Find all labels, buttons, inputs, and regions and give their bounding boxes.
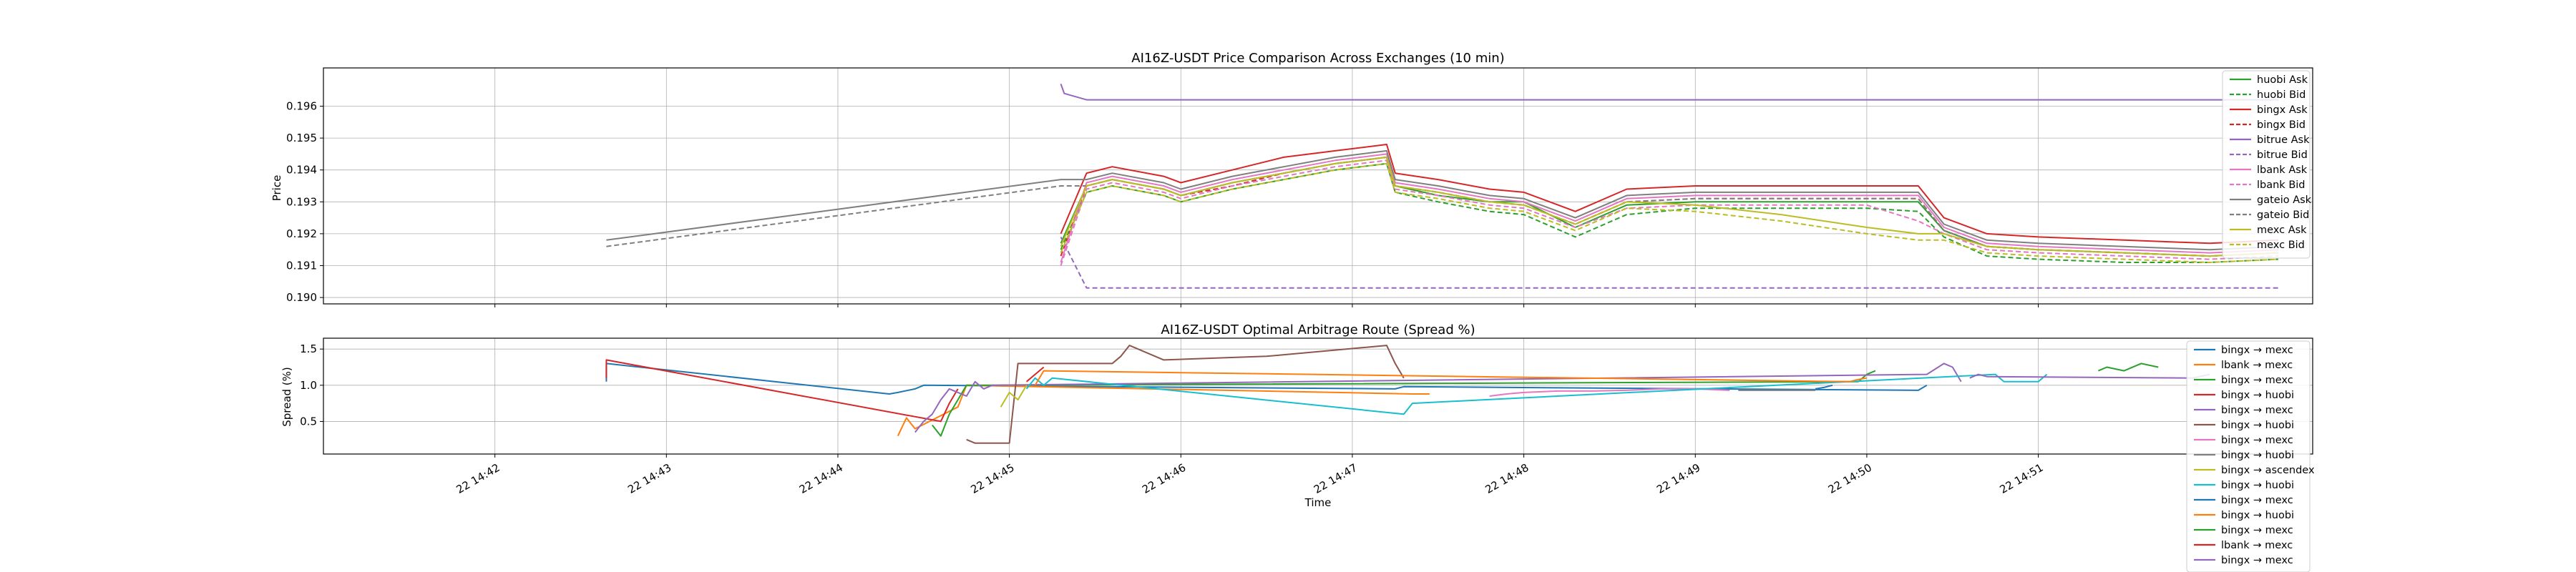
legend-label: bingx → mexc bbox=[2221, 345, 2293, 356]
series-line-mexc-ask bbox=[1060, 156, 2279, 257]
series-line-bingx-mexc bbox=[914, 363, 1962, 433]
y-tick-label: 0.190 bbox=[286, 291, 317, 304]
legend-label: bingx → huobi bbox=[2221, 510, 2294, 521]
x-tick-label: 22 14:42 bbox=[454, 461, 502, 496]
x-tick-label: 22 14:44 bbox=[797, 461, 845, 496]
y-tick-label: 0.195 bbox=[286, 132, 317, 144]
series-line-bingx-mexc bbox=[1815, 384, 1833, 390]
price-y-ticks: 0.190 0.191 0.192 0.193 0.194 0.195 0.196 bbox=[286, 100, 323, 304]
legend-label: bingx → mexc bbox=[2221, 375, 2293, 386]
series-line-bitrue-bid bbox=[1060, 236, 2279, 289]
legend-label: bingx → mexc bbox=[2221, 495, 2293, 506]
legend-label: bingx → huobi bbox=[2221, 420, 2294, 431]
y-tick-label: 0.5 bbox=[300, 415, 317, 428]
legend-label: mexc Bid bbox=[2257, 240, 2305, 251]
legend-label: bingx → huobi bbox=[2221, 450, 2294, 461]
y-tick-label: 1.5 bbox=[300, 342, 317, 355]
series-line-bingx-mexc bbox=[2098, 363, 2159, 372]
series-line-huobi-bid bbox=[1060, 162, 2279, 263]
legend-label: bitrue Bid bbox=[2257, 149, 2308, 161]
series-line-lbank-ask bbox=[1060, 153, 2279, 263]
legend-box bbox=[2186, 340, 2311, 572]
price-legend: huobi Ask huobi Bid bingx Ask bingx Bid bitr… bbox=[2222, 70, 2312, 259]
series-line-bingx-ascendex bbox=[1000, 385, 1028, 408]
series-line-lbank-bid bbox=[1060, 159, 2279, 266]
series-line-mexc-bid bbox=[1060, 162, 2279, 263]
series-line-bingx-huobi bbox=[1034, 370, 1868, 386]
legend-label: gateio Bid bbox=[2257, 209, 2309, 221]
legend-label: bingx → mexc bbox=[2221, 555, 2293, 566]
spread-chart-title: AI16Z-USDT Optimal Arbitrage Route (Spre… bbox=[1161, 322, 1475, 337]
legend-label: huobi Bid bbox=[2257, 89, 2306, 101]
x-tick-label: 22 14:50 bbox=[1826, 461, 1874, 496]
legend-label: lbank Ask bbox=[2257, 164, 2308, 176]
series-line-lbank-mexc bbox=[1025, 366, 1045, 383]
series-line-bingx-huobi bbox=[1025, 373, 2048, 415]
spread-plot-grid bbox=[323, 338, 2313, 454]
series-line-bingx-mexc bbox=[1489, 388, 1730, 397]
series-line-huobi-ask bbox=[1060, 156, 2279, 257]
legend-label: bingx Bid bbox=[2257, 119, 2306, 131]
series-line-bingx-ask bbox=[1060, 144, 2279, 245]
series-line-bingx-mexc bbox=[1969, 373, 2210, 379]
spread-y-ticks: 0.5 1.0 1.5 bbox=[300, 342, 323, 428]
legend-label: lbank → mexc bbox=[2221, 360, 2293, 371]
legend-label: gateio Ask bbox=[2257, 194, 2312, 206]
legend-label: bingx → mexc bbox=[2221, 435, 2293, 446]
legend-label: lbank Bid bbox=[2257, 179, 2306, 191]
series-line-lbank-mexc bbox=[897, 384, 1430, 437]
x-tick-label: 22 14:49 bbox=[1654, 461, 1702, 496]
legend-label: bingx Ask bbox=[2257, 104, 2308, 116]
legend-label: huobi Ask bbox=[2257, 74, 2308, 86]
legend-label: bingx → huobi bbox=[2221, 480, 2294, 491]
spread-legend: bingx → mexc lbank → mexc bingx → mexc bing… bbox=[2186, 340, 2315, 572]
legend-label: bingx → huobi bbox=[2221, 390, 2294, 401]
x-tick-label: 22 14:51 bbox=[1997, 461, 2045, 496]
y-tick-label: 0.191 bbox=[286, 259, 317, 272]
y-tick-label: 1.0 bbox=[300, 379, 317, 392]
legend-label: bingx → mexc bbox=[2221, 525, 2293, 536]
price-plot-frame bbox=[323, 67, 2313, 305]
x-tick-label: 22 14:45 bbox=[969, 461, 1017, 496]
y-tick-label: 0.196 bbox=[286, 100, 317, 113]
y-tick-label: 0.193 bbox=[286, 195, 317, 208]
spread-plot-frame bbox=[323, 337, 2313, 455]
y-tick-label: 0.192 bbox=[286, 227, 317, 240]
price-plot-grid bbox=[323, 68, 2313, 304]
price-y-axis-label: Price bbox=[270, 175, 283, 202]
legend-label: mexc Ask bbox=[2257, 225, 2307, 236]
spread-plot-series bbox=[605, 345, 2210, 444]
series-line-bingx-bid bbox=[1060, 156, 2279, 257]
legend-label: bingx → ascendex bbox=[2221, 465, 2315, 476]
spread-y-axis-label: Spread (%) bbox=[280, 367, 293, 427]
legend-label: bingx → mexc bbox=[2221, 405, 2293, 416]
legend-box bbox=[2222, 70, 2311, 259]
x-tick-label: 22 14:47 bbox=[1312, 461, 1360, 496]
x-tick-label: 22 14:46 bbox=[1140, 461, 1188, 496]
series-line-bitrue-ask bbox=[1060, 83, 2279, 101]
x-tick-label: 22 14:43 bbox=[625, 461, 673, 496]
price-chart-title: AI16Z-USDT Price Comparison Across Excha… bbox=[1131, 51, 1504, 66]
series-line-bingx-huobi bbox=[966, 345, 1405, 444]
series-line-bingx-mexc bbox=[605, 363, 1928, 395]
price-plot-series bbox=[606, 83, 2279, 289]
x-tick-label: 22 14:48 bbox=[1483, 461, 1531, 496]
x-axis-label: Time bbox=[1304, 496, 1332, 509]
y-tick-label: 0.194 bbox=[286, 164, 317, 177]
legend-label: bitrue Ask bbox=[2257, 134, 2310, 146]
legend-label: lbank → mexc bbox=[2221, 540, 2293, 551]
series-line-bingx-huobi bbox=[605, 359, 959, 423]
series-line-gateio-ask bbox=[606, 149, 2279, 251]
